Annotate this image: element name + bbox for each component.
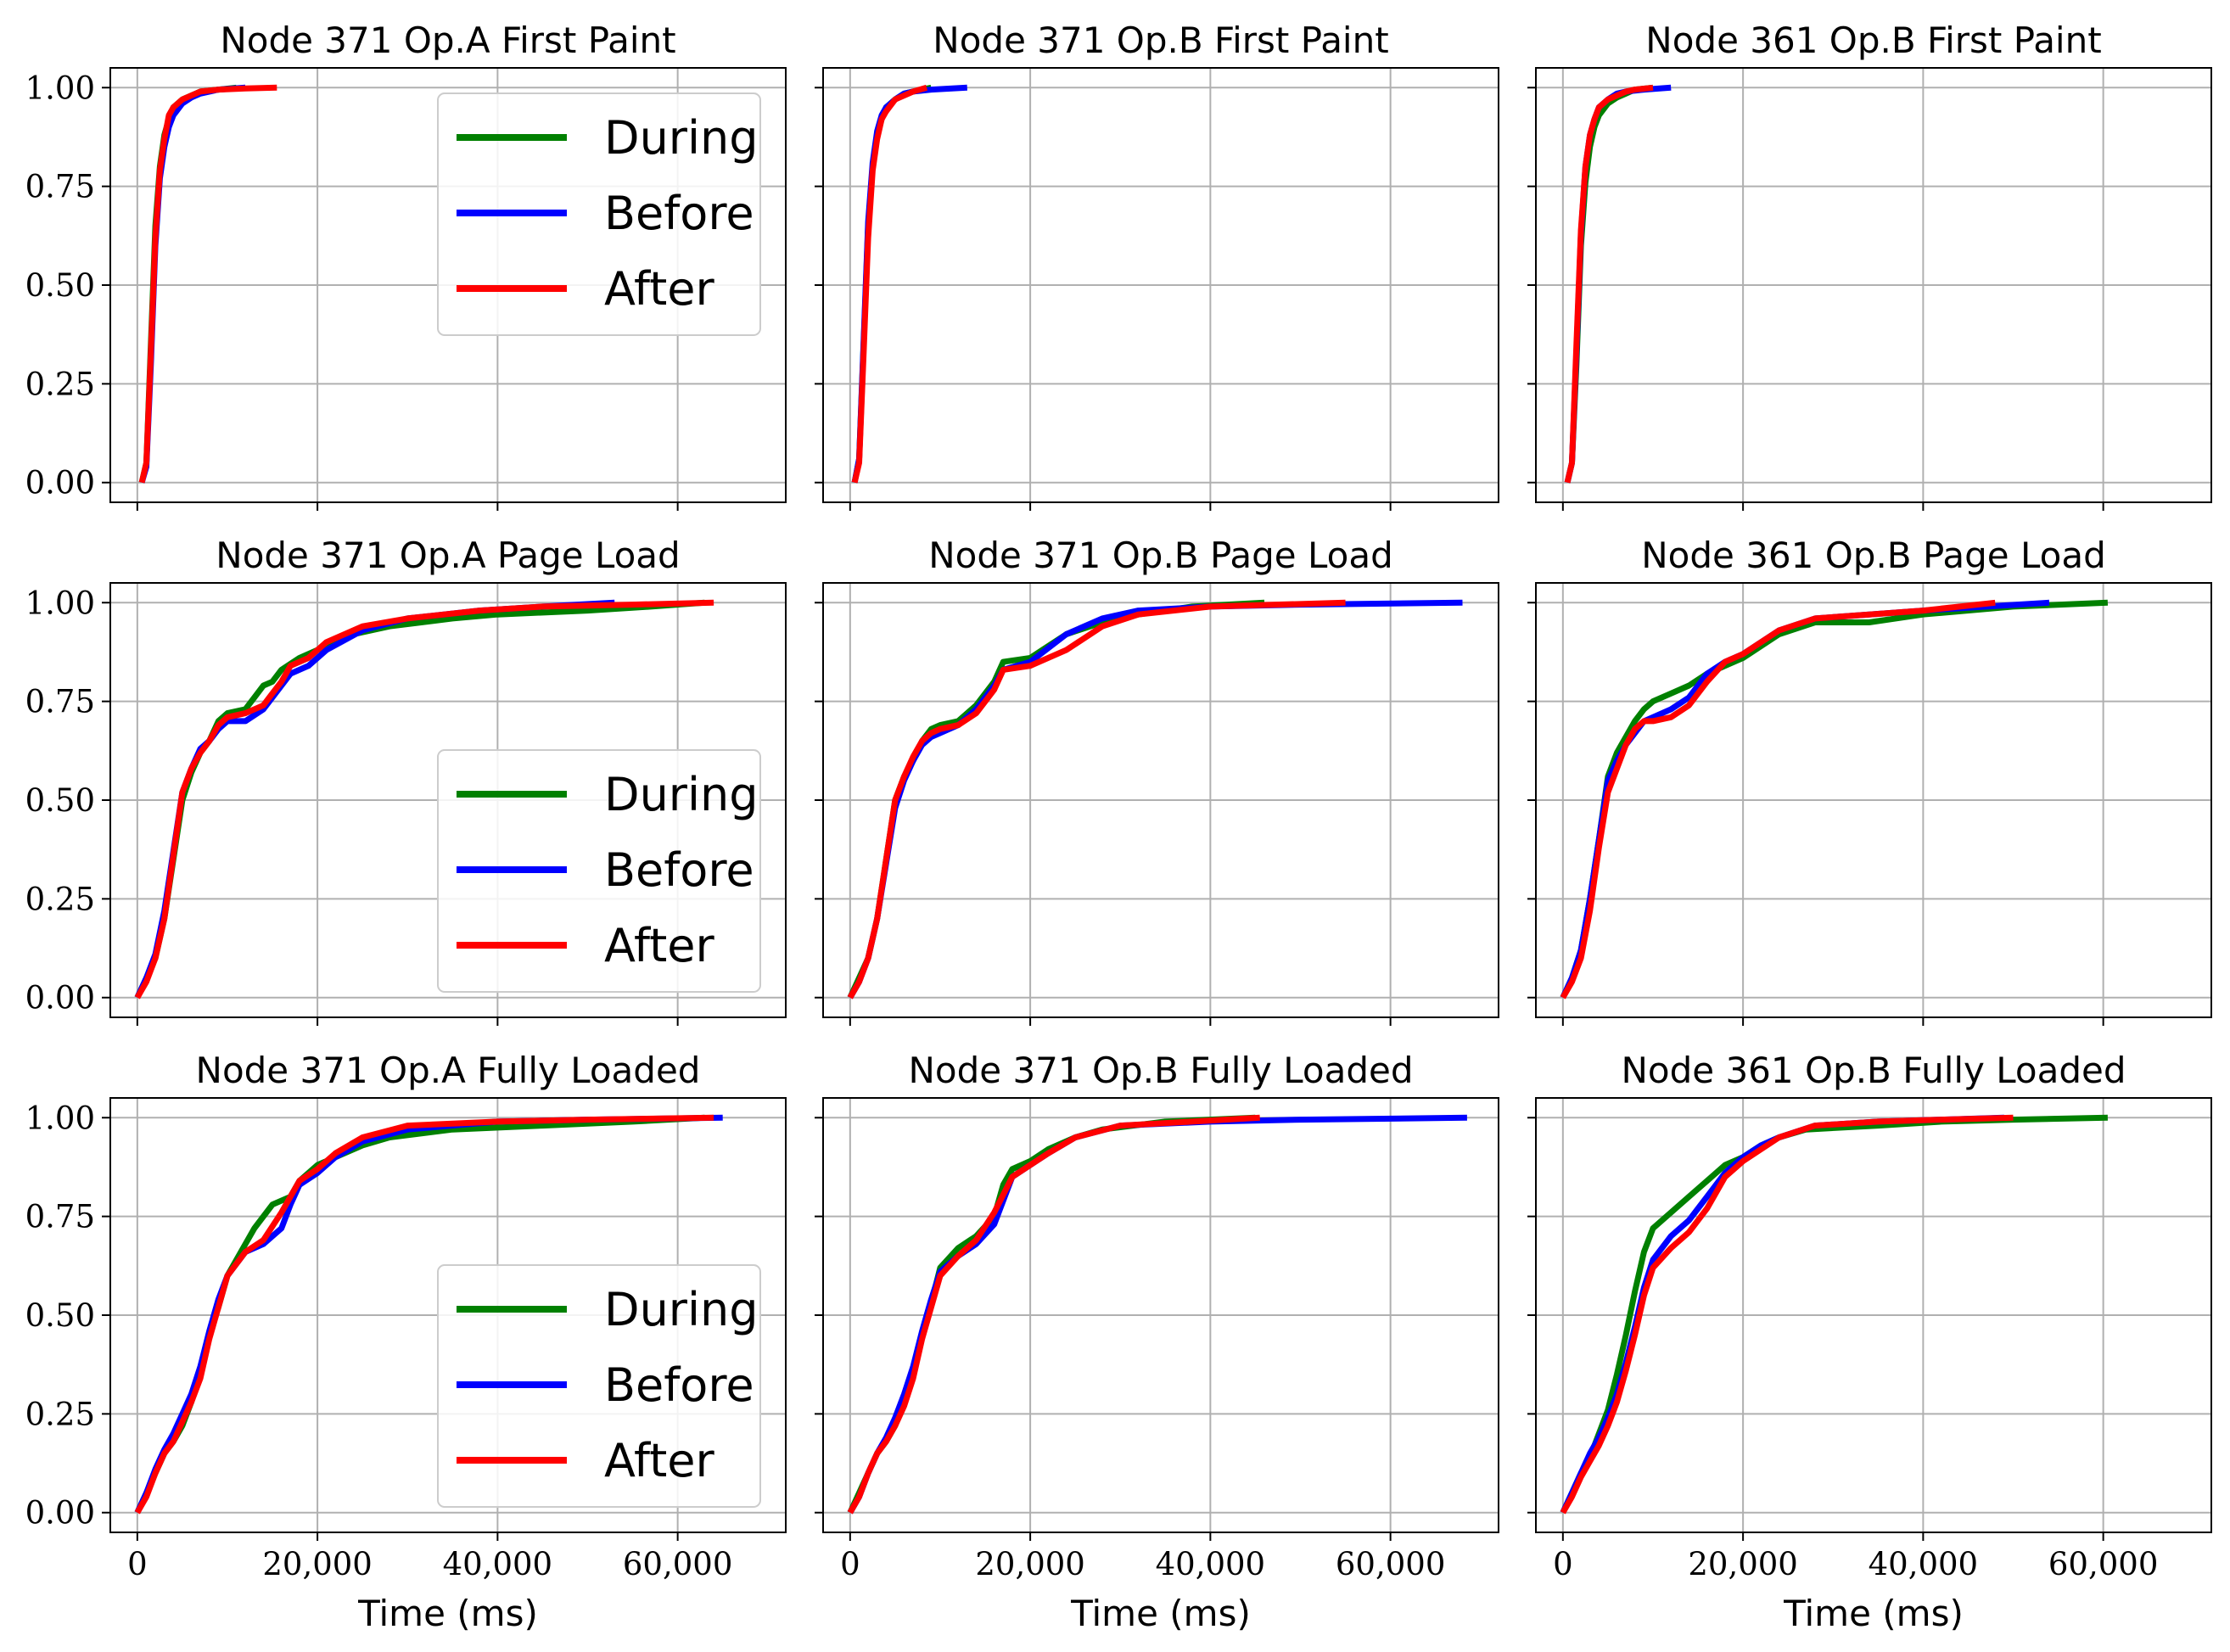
subplot-4: Node 371 Op.A Page Load 0.00 0.25 0.50 0.75 1…: [25, 535, 787, 1026]
series-line-after: [134, 1114, 714, 1515]
subplot-3: Node 361 Op.B First Paint: [1527, 20, 2212, 511]
legend-label-after: After: [604, 262, 714, 316]
legend: During Before After: [437, 1264, 761, 1508]
legend-box: [437, 749, 761, 993]
subplot-title: Node 361 Op.B Page Load: [1641, 535, 2106, 576]
legend-label-during: During: [604, 1283, 759, 1336]
y-tick-label: 0.00: [25, 980, 95, 1016]
subplot-title: Node 371 Op.A Fully Loaded: [196, 1050, 701, 1091]
legend-label-after: After: [604, 919, 714, 972]
subplot-2: Node 371 Op.B First Paint: [815, 20, 1499, 511]
legend-label-before: Before: [604, 187, 754, 240]
x-tick-label: 20,000: [975, 1546, 1084, 1582]
subplot-title: Node 361 Op.B Fully Loaded: [1622, 1050, 2126, 1091]
y-tick-label: 1.00: [25, 70, 95, 106]
subplot-title: Node 371 Op.A First Paint: [220, 20, 675, 61]
x-tick-label: 0: [840, 1546, 860, 1582]
subplot-7: Node 371 Op.A Fully Loaded 0 20,000 40,000 6…: [25, 1050, 787, 1634]
x-tick-label: 40,000: [1869, 1546, 1978, 1582]
y-tick-label: 0.25: [25, 881, 95, 917]
y-tick-label: 0.25: [25, 366, 95, 402]
y-tick-label: 0.75: [25, 684, 95, 720]
series-line-after: [1564, 84, 1654, 484]
subplot-9: Node 361 Op.B Fully Loaded 0 20,000 40,000 6…: [1527, 1050, 2212, 1634]
subplot-title: Node 371 Op.B First Paint: [933, 20, 1388, 61]
y-tick-label: 0.75: [25, 169, 95, 205]
subplot-title: Node 371 Op.A Page Load: [216, 535, 680, 576]
y-tick-label: 0.00: [25, 1495, 95, 1532]
series-line-after: [847, 599, 1346, 1000]
y-tick-label: 0.00: [25, 465, 95, 501]
series-line-after: [1560, 1114, 2014, 1515]
x-tick-label: 40,000: [443, 1546, 552, 1582]
y-tick-label: 0.50: [25, 782, 95, 819]
x-axis-label: Time (ms): [1070, 1593, 1251, 1634]
x-tick-label: 60,000: [2048, 1546, 2158, 1582]
y-tick-label: 0.25: [25, 1396, 95, 1432]
subplot-title: Node 371 Op.B Fully Loaded: [909, 1050, 1414, 1091]
legend: During Before After: [437, 92, 761, 336]
y-tick-label: 1.00: [25, 1100, 95, 1136]
x-axis-label: Time (ms): [357, 1593, 538, 1634]
x-tick-label: 60,000: [1336, 1546, 1445, 1582]
x-tick-label: 0: [127, 1546, 148, 1582]
x-tick-label: 20,000: [1688, 1546, 1797, 1582]
series-line-after: [138, 84, 277, 484]
series-line-after: [1560, 599, 1996, 1000]
subplot-5: Node 371 Op.B Page Load: [815, 535, 1499, 1026]
x-tick-label: 20,000: [262, 1546, 372, 1582]
legend-label-during: During: [604, 111, 759, 165]
series-line-after: [847, 1114, 1260, 1515]
legend-box: [437, 1264, 761, 1508]
x-tick-label: 60,000: [623, 1546, 732, 1582]
series-line-after: [851, 84, 928, 484]
y-tick-label: 1.00: [25, 585, 95, 621]
legend-label-after: After: [604, 1434, 714, 1487]
x-axis-label: Time (ms): [1783, 1593, 1964, 1634]
x-tick-label: 40,000: [1156, 1546, 1265, 1582]
subplot-title: Node 361 Op.B First Paint: [1645, 20, 2101, 61]
legend-label-during: During: [604, 768, 759, 821]
legend-label-before: Before: [604, 1358, 754, 1412]
y-tick-label: 0.75: [25, 1199, 95, 1235]
legend: During Before After: [437, 749, 761, 993]
subplot-8: Node 371 Op.B Fully Loaded 0 20,000 40,000 6…: [815, 1050, 1499, 1634]
legend-box: [437, 92, 761, 336]
subplot-6: Node 361 Op.B Page Load: [1527, 535, 2212, 1026]
series-line-after: [134, 599, 714, 1000]
y-tick-label: 0.50: [25, 267, 95, 304]
x-tick-label: 0: [1553, 1546, 1573, 1582]
legend-label-before: Before: [604, 843, 754, 897]
y-tick-label: 0.50: [25, 1297, 95, 1334]
subplot-title: Node 371 Op.B Page Load: [928, 535, 1393, 576]
subplot-1: Node 371 Op.A First Paint 0.00 0.25 0.50 0.7…: [25, 20, 787, 511]
